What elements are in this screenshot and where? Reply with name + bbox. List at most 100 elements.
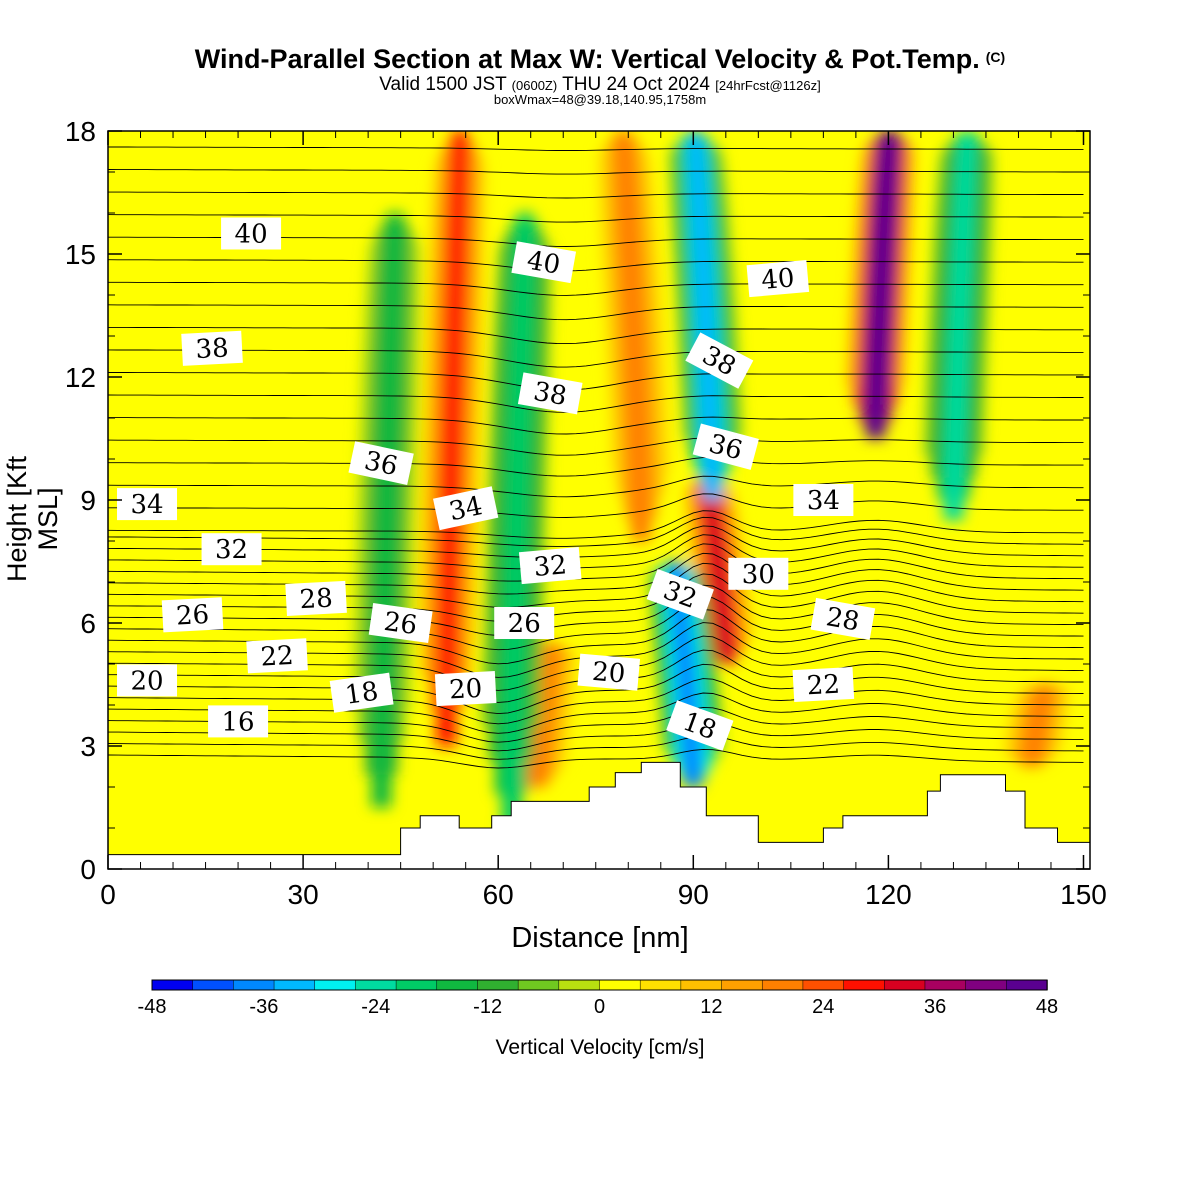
colorbar-tick-label: 36 [924,996,946,1018]
isentrope-label: 40 [511,241,577,284]
colorbar-swatch [517,979,560,991]
isentrope-label: 34 [117,488,178,521]
isentrope-label: 28 [810,597,876,640]
isentrope-label-box [494,607,555,639]
isentrope-label-text: 20 [591,657,627,690]
x-tick-label: 150 [1060,879,1107,910]
isentrope-label: 32 [518,547,582,585]
isentrope-label-box [434,671,497,707]
isentrope-label: 20 [577,653,641,691]
y-tick-label: 9 [80,485,96,516]
isentrope-line [108,596,1084,651]
isentrope-label-text: 40 [525,246,563,281]
colorbar-swatch [965,979,1008,991]
isentrope-label: 20 [117,664,178,697]
isentrope-label-text: 36 [362,446,401,482]
isentrope-label: 38 [517,372,583,415]
isentrope-line [108,534,1084,570]
y-tick-label: 6 [80,608,96,639]
isentrope-label-text: 26 [508,609,541,639]
isentrope-label-box [646,569,714,620]
colorbar-swatch [884,979,926,991]
y-tick-label: 18 [65,116,96,147]
isentrope-label: 40 [746,260,810,298]
colorbar-swatch [924,979,967,991]
isentrope-label-box [348,441,414,485]
y-tick-label: 0 [80,854,96,885]
colorbar: -48 -36 -24 -12 0 12 24 36 48 [138,979,1058,1018]
valid-time: Valid 1500 JST [379,74,507,95]
isentrope-line [108,706,1084,743]
isentrope-label: 36 [692,423,759,470]
isentrope-label-text: 20 [448,674,483,706]
isentrope-line [108,214,1084,223]
terrain [108,761,1090,869]
isentrope-label: 20 [434,671,497,707]
colorbar-swatch [477,979,519,991]
isentrope-label-text: 18 [343,677,380,711]
isentrope-label-box [433,486,499,531]
isentrope-line [108,475,1084,498]
isentrope-label-text: 28 [824,602,862,637]
isentrope-label-box [201,533,262,566]
x-tick-label: 0 [100,879,116,910]
forecast-info: [24hrFcst@1126z] [715,78,821,93]
isentrope-label-text: 34 [447,491,486,527]
isentrope-line [108,525,1084,558]
x-tick-label: 60 [483,879,514,910]
isentrope-label: 18 [666,700,734,751]
colorbar-tick-label: -24 [361,996,390,1018]
isentrope-line [108,516,1084,547]
isentrope-label-text: 32 [533,550,569,583]
isentrope-label-box [221,217,282,250]
isentrope-line [108,584,1084,636]
x-tick-label: 30 [288,879,319,910]
y-tick-label: 3 [80,731,96,762]
isentrope-line [108,146,1084,151]
isentrope-label-box [246,638,308,674]
colorbar-swatch [843,979,886,991]
colorbar-swatch [680,979,723,991]
colorbar-swatch [192,979,235,991]
updraft-core [527,643,560,787]
y-tick-label: 12 [65,362,96,393]
isentrope-line [108,552,1084,595]
isentrope-label-box [329,672,394,713]
colorbar-swatch [395,979,438,991]
isentrope-label-box [117,488,178,521]
isentrope-label-box [728,557,789,590]
isentrope-label: 28 [285,580,347,616]
colorbar-tick-label: -48 [138,996,167,1018]
isentrope-label-box [666,700,734,751]
isentrope-line [108,326,1084,345]
updraft-core [615,131,652,541]
isentrope-label: 16 [208,705,269,738]
isentrope-label-text: 40 [760,263,796,296]
isentrope-lines [108,146,1084,769]
colorbar-swatch [355,979,397,991]
isentrope-label-text: 26 [382,607,419,641]
isentrope-label-box [117,664,178,697]
isentrope-label: 34 [793,484,854,516]
isentrope-line [108,692,1084,734]
isentrope-label-text: 22 [260,641,295,673]
isentrope-label: 18 [329,672,394,713]
colorbar-swatch [802,979,845,991]
isentrope-line [108,543,1084,582]
box-wmax-info: boxWmax=48@39.18,140.95,1758m [493,92,707,107]
isentrope-line [108,437,1084,456]
isentrope-line [108,510,1084,539]
valid-zone: (0600Z) [511,78,558,93]
isentrope-line [108,304,1084,321]
colorbar-swatch [558,979,601,991]
isentrope-label: 32 [201,533,262,566]
isentrope-label-text: 38 [531,377,569,412]
isentrope-label-box [746,260,810,298]
colorbar-swatch [436,979,479,991]
isentrope-label: 36 [348,441,414,485]
isentrope-label-text: 30 [742,560,775,590]
colorbar-swatch [721,979,763,991]
updraft-core [436,131,469,746]
isentrope-label-box [577,653,641,691]
